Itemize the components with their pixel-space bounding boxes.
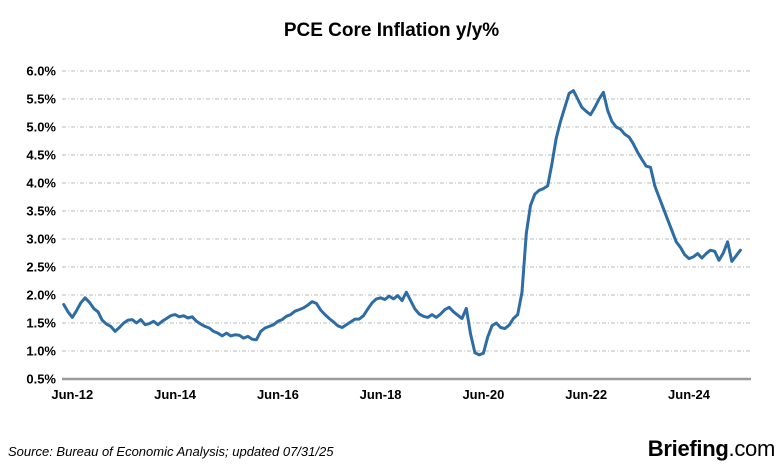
y-tick-label: 5.5% — [26, 92, 56, 107]
y-tick-label: 3.5% — [26, 204, 56, 219]
x-tick-label: Jun-24 — [668, 387, 711, 402]
x-tick-label: Jun-22 — [565, 387, 607, 402]
chart-title: PCE Core Inflation y/y% — [283, 20, 500, 41]
x-tick-label: Jun-14 — [154, 387, 197, 402]
y-tick-label: 2.5% — [26, 260, 56, 275]
source-note: Source: Bureau of Economic Analysis; upd… — [8, 444, 334, 459]
y-tick-label: 1.0% — [26, 344, 56, 359]
x-tick-label: Jun-18 — [360, 387, 402, 402]
y-tick-label: 5.0% — [26, 120, 56, 135]
y-tick-label: 1.5% — [26, 316, 56, 331]
y-tick-label: 4.0% — [26, 176, 56, 191]
y-tick-label: 6.0% — [26, 64, 56, 79]
x-tick-label: Jun-16 — [257, 387, 299, 402]
logo-tld-text: .com — [728, 436, 776, 461]
logo-brand-text: Briefing — [647, 436, 729, 461]
x-tick-label: Jun-12 — [51, 387, 93, 402]
y-tick-label: 3.0% — [26, 232, 56, 247]
inflation-series-line — [62, 89, 742, 357]
y-tick-label: 2.0% — [26, 288, 56, 303]
y-tick-label: 0.5% — [26, 372, 56, 387]
x-tick-label: Jun-20 — [462, 387, 504, 402]
y-tick-label: 4.5% — [26, 148, 56, 163]
briefing-logo: Briefing.com — [647, 436, 776, 462]
